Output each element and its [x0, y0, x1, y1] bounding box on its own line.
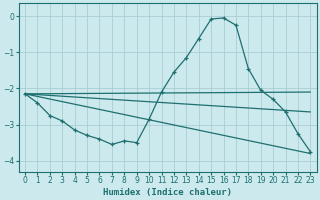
X-axis label: Humidex (Indice chaleur): Humidex (Indice chaleur)	[103, 188, 232, 197]
